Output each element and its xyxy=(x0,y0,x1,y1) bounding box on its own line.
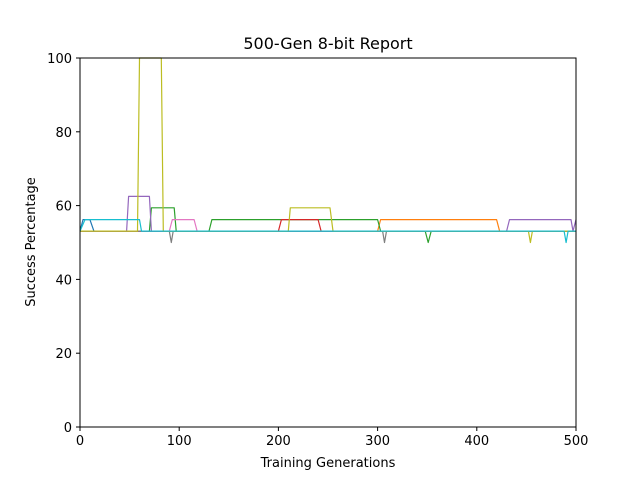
series-line-9 xyxy=(80,57,576,244)
series-layer xyxy=(79,57,577,244)
series-line-10 xyxy=(79,219,576,244)
chart-title: 500-Gen 8-bit Report xyxy=(243,34,412,53)
x-tick-label: 200 xyxy=(266,434,291,449)
series-line-1 xyxy=(79,219,576,232)
x-tick-label: 300 xyxy=(365,434,390,449)
y-tick-label: 80 xyxy=(55,126,72,141)
series-line-4 xyxy=(80,219,576,232)
y-tick-label: 100 xyxy=(47,52,72,67)
series-line-3 xyxy=(80,207,576,244)
x-tick-label: 400 xyxy=(464,434,489,449)
x-tick-label: 100 xyxy=(167,434,192,449)
x-tick-label: 500 xyxy=(564,434,589,449)
x-axis: 0 100 200 300 400 500 xyxy=(76,427,589,449)
plot-frame xyxy=(79,57,577,428)
series-line-5 xyxy=(80,195,577,232)
series-line-7 xyxy=(80,219,576,232)
y-tick-label: 0 xyxy=(64,421,72,436)
x-tick-label: 0 xyxy=(76,434,84,449)
y-tick-label: 40 xyxy=(55,273,72,288)
x-axis-label: Training Generations xyxy=(260,456,396,471)
series-line-8 xyxy=(80,230,576,244)
y-axis: 0 20 40 60 80 100 xyxy=(47,52,80,436)
y-tick-label: 60 xyxy=(55,200,72,215)
y-tick-label: 20 xyxy=(55,347,72,362)
series-line-2 xyxy=(80,219,576,232)
y-axis-label: Success Percentage xyxy=(24,177,39,307)
